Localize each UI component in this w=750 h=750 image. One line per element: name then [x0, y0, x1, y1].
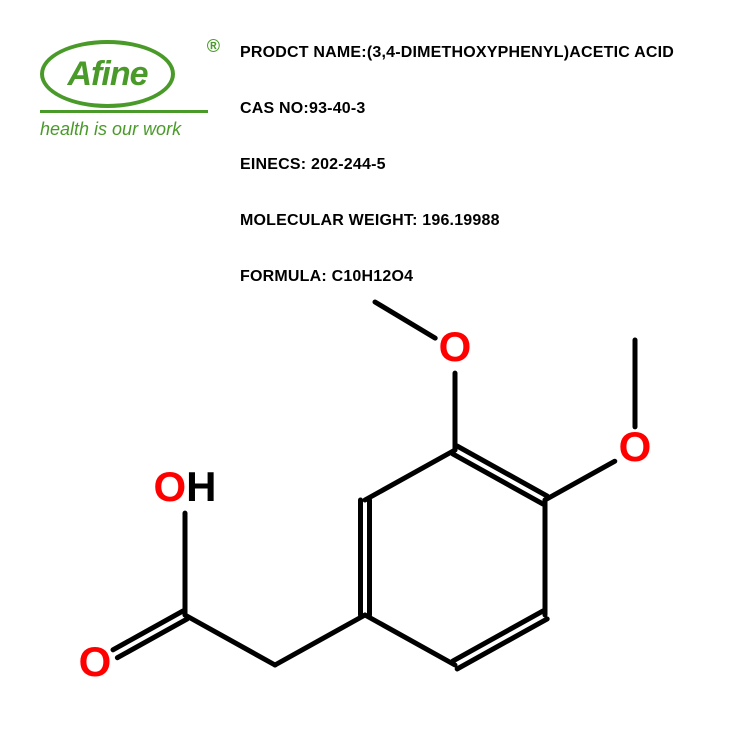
- bond: [453, 611, 543, 661]
- spec-value: 93-40-3: [309, 100, 366, 117]
- atom-label: O: [619, 423, 652, 470]
- brand-tagline: health is our work: [40, 119, 208, 140]
- registered-icon: ®: [207, 36, 220, 57]
- bond: [117, 619, 187, 658]
- spec-label: EINECS:: [240, 156, 306, 173]
- logo-divider: [40, 110, 208, 113]
- atom-label: O: [79, 638, 112, 685]
- brand-logo: Afine ® health is our work: [40, 40, 208, 140]
- spec-label: MOLECULAR WEIGHT:: [240, 212, 418, 229]
- bond: [457, 619, 547, 669]
- bond: [365, 450, 455, 500]
- atom-label: OH: [153, 463, 216, 510]
- logo-wordmark: Afine: [68, 55, 148, 94]
- atom-label: O: [439, 323, 472, 370]
- bond: [375, 302, 435, 338]
- spec-value: (3,4-DIMETHOXYPHENYL)ACETIC ACID: [367, 44, 674, 61]
- spec-value: 202-244-5: [311, 156, 386, 173]
- bond: [457, 446, 547, 496]
- molecule-svg: O OH O O: [45, 280, 705, 720]
- spec-cas: CAS NO:93-40-3: [240, 100, 674, 118]
- spec-value: 196.19988: [422, 212, 499, 229]
- bond: [113, 611, 183, 650]
- spec-mw: MOLECULAR WEIGHT: 196.19988: [240, 212, 674, 230]
- bond: [365, 615, 455, 665]
- molecule-structure: O OH O O: [45, 280, 705, 720]
- logo-oval: Afine: [40, 40, 175, 108]
- spec-product-name: PRODCT NAME:(3,4-DIMETHOXYPHENYL)ACETIC …: [240, 44, 674, 62]
- spec-label: PRODCT NAME:: [240, 44, 367, 61]
- spec-label: CAS NO:: [240, 100, 309, 117]
- page-root: Afine ® health is our work PRODCT NAME:(…: [0, 0, 750, 750]
- bond: [545, 461, 615, 500]
- specs-block: PRODCT NAME:(3,4-DIMETHOXYPHENYL)ACETIC …: [240, 44, 674, 286]
- bond: [185, 615, 275, 665]
- spec-einecs: EINECS: 202-244-5: [240, 156, 674, 174]
- bond: [453, 454, 543, 504]
- bond: [275, 615, 365, 665]
